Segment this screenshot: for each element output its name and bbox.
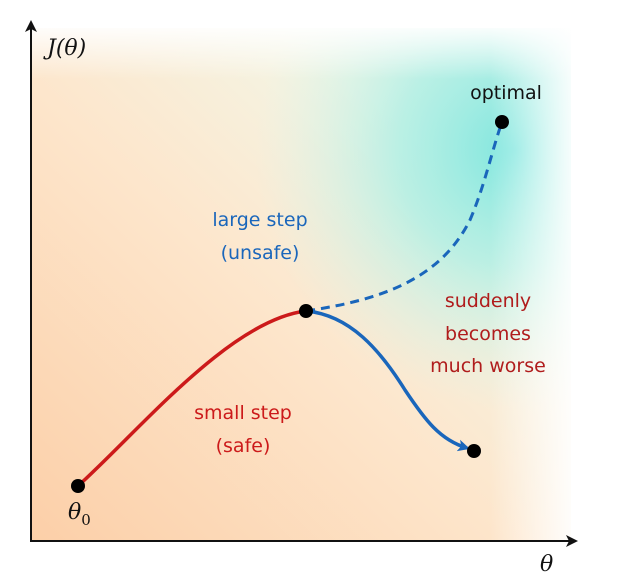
start-point-label: θ0 [68,500,91,529]
large-step-annotation: large step (unsafe) [212,209,307,264]
y-axis-label: J(θ) [43,36,86,61]
start-point-symbol: θ [68,500,81,525]
large-step-line2: (unsafe) [221,242,300,264]
start-point-subscript: 0 [81,511,91,529]
safe-step-curve [76,309,308,488]
large-step-line1: large step [212,209,307,231]
optimal-point [495,115,509,129]
midpoint [299,304,313,318]
x-axis-label: θ [540,552,553,577]
background-gradient [31,28,571,540]
worse-end-point [467,444,481,458]
worse-line2: becomes [445,323,531,345]
small-step-annotation: small step (safe) [194,402,292,457]
axes: J(θ) θ [25,20,578,577]
start-point [71,479,85,493]
points [71,115,509,493]
worse-line3: much worse [430,355,546,377]
small-step-line2: (safe) [216,435,271,457]
optimal-point-label: optimal [470,82,542,104]
trajectories [76,121,504,488]
worse-line1: suddenly [445,290,531,312]
small-step-line1: small step [194,402,292,424]
worse-annotation: suddenly becomes much worse [430,290,546,377]
worse-step-arrow-curve [305,309,470,452]
unsafe-step-dashed-curve [305,121,504,313]
